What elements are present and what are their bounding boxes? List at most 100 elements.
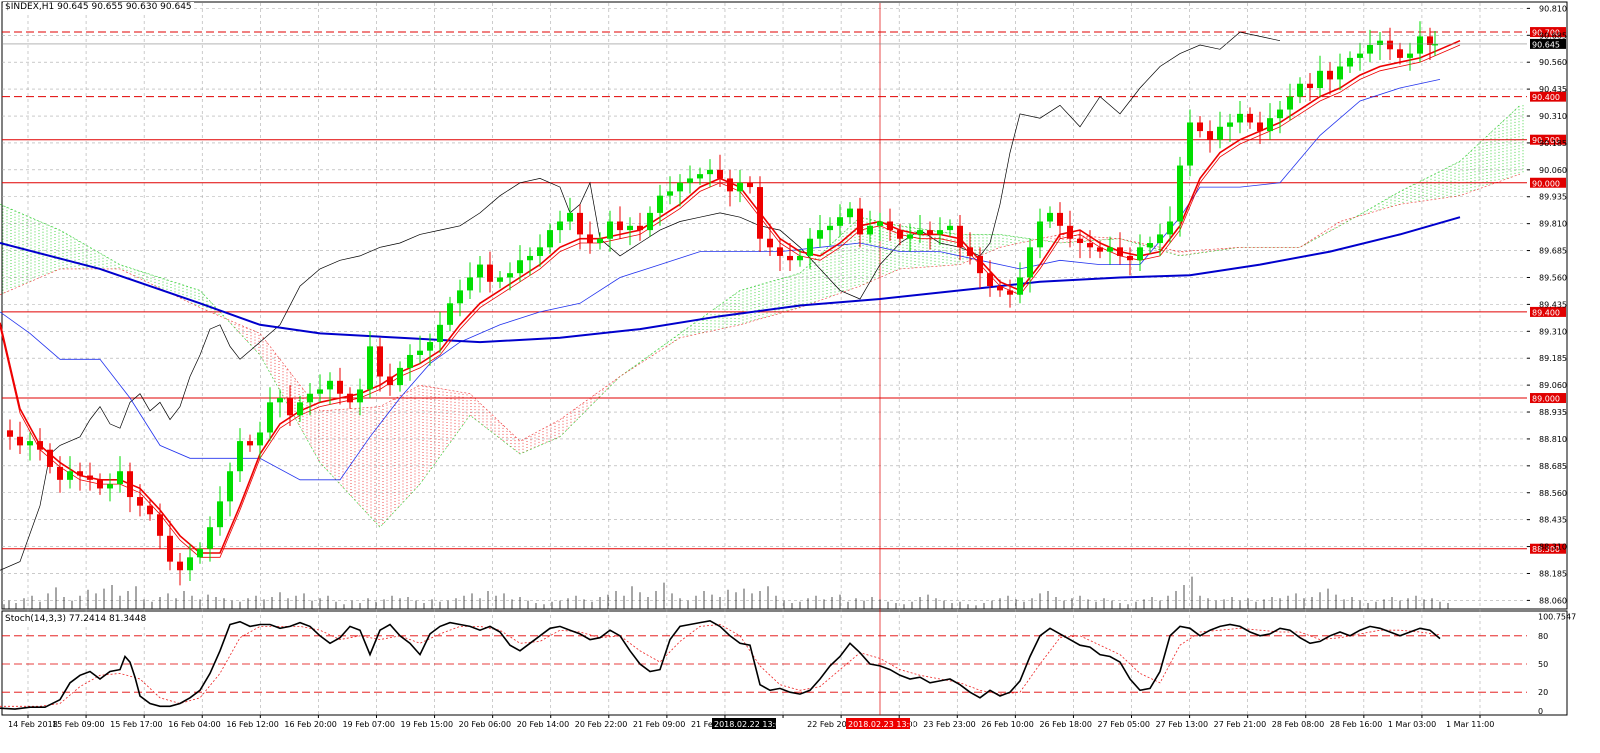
candle-body [137, 497, 143, 506]
candle-body [1377, 40, 1383, 45]
candle-body [87, 475, 93, 480]
level-tag-bg [1530, 27, 1566, 38]
level-tag-bg [1530, 177, 1566, 188]
time-tick-label: 16 Feb 20:00 [284, 720, 336, 729]
candle-body [887, 221, 893, 231]
candle-body [1097, 247, 1103, 252]
candle-body [1137, 247, 1143, 261]
candle-body [1167, 221, 1173, 235]
grid [2, 3, 1527, 715]
stoch-label: Stoch(14,3,3) 77.2414 81.3448 [3, 614, 149, 625]
candle-body [547, 230, 553, 248]
candle-body [647, 212, 653, 231]
candle-body [1177, 165, 1183, 222]
time-tick-label: 1 Mar 03:00 [1388, 720, 1436, 729]
candle-body [1257, 122, 1263, 132]
candle-body [27, 441, 33, 446]
candle-body [837, 217, 843, 226]
price-tick-label: 90.060 [1539, 166, 1567, 175]
candle-body [407, 354, 413, 368]
candle-body [1417, 36, 1423, 54]
price-tick-label: 88.560 [1539, 489, 1567, 498]
candle-body [1287, 96, 1293, 110]
time-tick-label: 23 Feb 23:00 [923, 720, 975, 729]
candle-body [807, 238, 813, 256]
stoch-tick: 0 [1538, 707, 1543, 716]
candle-body [1347, 57, 1353, 67]
price-tick-label: 90.685 [1539, 31, 1567, 40]
candle-body [107, 484, 113, 489]
stoch-tick: 50 [1538, 660, 1548, 669]
candle-body [1087, 243, 1093, 248]
time-tick-label: 26 Feb 18:00 [1039, 720, 1091, 729]
candle-body [477, 264, 483, 278]
candle-body [247, 441, 253, 446]
candle-body [127, 471, 133, 498]
candle-body [597, 238, 603, 244]
current-price-label: 90.645 [1532, 40, 1560, 49]
candle-body [507, 273, 513, 278]
candle-body [1147, 243, 1153, 248]
price-tick-label: 88.435 [1539, 516, 1567, 525]
candle-body [497, 277, 503, 282]
time-tick-label: 27 Feb 21:00 [1214, 720, 1266, 729]
candle-body [267, 402, 273, 433]
level-tag: 90.000 [1532, 179, 1560, 188]
candle-body [387, 376, 393, 386]
price-tick-label: 89.185 [1539, 354, 1567, 363]
stoch-signal-line [0, 624, 1441, 707]
level-tag-bg [1530, 91, 1566, 102]
candle-body [687, 178, 693, 183]
candle-body [317, 389, 323, 394]
candle-body [1297, 83, 1303, 97]
candle-body [987, 273, 993, 287]
price-tick-label: 90.560 [1539, 58, 1567, 67]
candle-body [167, 535, 173, 562]
stoch-tick: 20 [1538, 688, 1548, 697]
candle-body [457, 290, 463, 304]
candle-body [417, 350, 423, 355]
candle-body [397, 367, 403, 386]
price-tick-label: 88.060 [1539, 596, 1567, 605]
candle-body [1037, 221, 1043, 248]
time-tick-label: 21 Feb 09:00 [633, 720, 685, 729]
candle-body [117, 471, 123, 485]
crosshair-time-label: 2018.02.22 13:00 [714, 720, 785, 729]
candle-body [707, 169, 713, 175]
level-tag: 88.300 [1532, 545, 1560, 554]
chart-title: $INDEX,H1 90.645 90.655 90.630 90.645 [3, 2, 194, 13]
candle-body [197, 548, 203, 558]
candle-body [57, 466, 63, 480]
level-tag: 89.000 [1532, 395, 1560, 404]
candle-body [1367, 44, 1373, 54]
candle-body [47, 449, 53, 467]
candle-body [367, 346, 373, 390]
candle-body [517, 260, 523, 274]
candle-body [1107, 247, 1113, 252]
candle-body [817, 230, 823, 239]
stoch-tick: 100.7547 [1538, 612, 1576, 621]
candle-body [157, 514, 163, 536]
candle-body [1397, 49, 1403, 58]
senkou-span-b [0, 173, 1521, 442]
candle-body [577, 212, 583, 235]
candle-body [177, 561, 183, 571]
candle-body [17, 436, 23, 446]
time-tick-label: 22 Feb 20:00 [807, 720, 859, 729]
candle-body [287, 398, 293, 416]
main-pane-frame [1, 1, 1568, 610]
candle-body [697, 174, 703, 179]
candle-body [627, 225, 633, 231]
candle-body [907, 234, 913, 239]
candle-body [377, 346, 383, 377]
candle-body [1237, 113, 1243, 123]
candle-body [1317, 70, 1323, 89]
ma-slow-line [0, 216, 1461, 344]
candle-body [677, 182, 683, 192]
candle-body [437, 324, 443, 343]
candle-body [1387, 40, 1393, 50]
candle-body [957, 225, 963, 248]
candle-body [1337, 66, 1343, 80]
